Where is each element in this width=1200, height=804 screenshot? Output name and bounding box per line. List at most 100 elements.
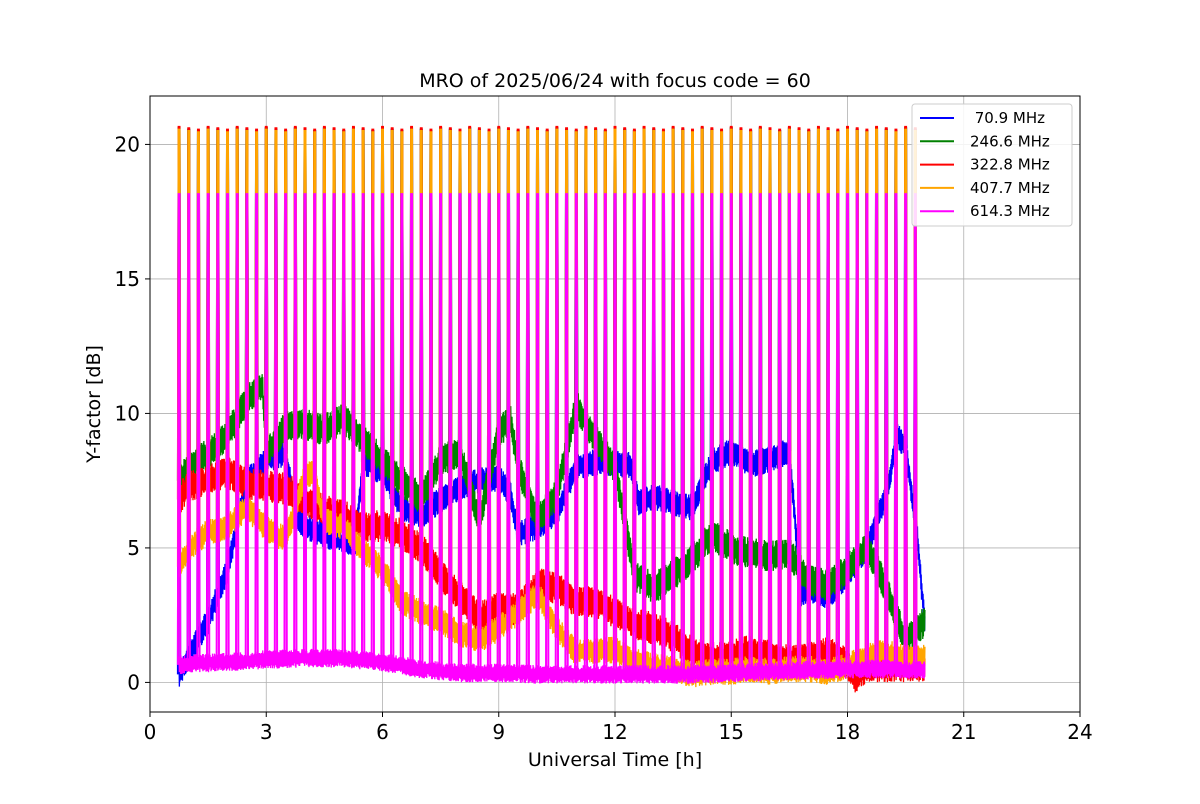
- calibration-spike: [709, 193, 715, 674]
- calibration-spike: [264, 193, 269, 660]
- calibration-spike: [399, 193, 405, 666]
- calibration-spike: [593, 193, 598, 675]
- calibration-spike: [312, 193, 317, 659]
- calibration-spike: [419, 193, 424, 669]
- calibration-spike: [729, 193, 734, 674]
- x-tick-label: 24: [1067, 720, 1092, 744]
- calibration-spike: [700, 193, 705, 675]
- calibration-spike: [641, 193, 647, 675]
- legend-label: 614.3 MHz: [970, 202, 1050, 220]
- calibration-spike: [612, 193, 618, 675]
- series-614-3-mhz: [176, 193, 926, 684]
- calibration-spike: [758, 193, 763, 672]
- y-axis-label: Y-factor [dB]: [83, 345, 105, 464]
- x-tick-label: 3: [260, 720, 273, 744]
- calibration-spike: [603, 193, 608, 675]
- calibration-spike: [680, 193, 685, 675]
- calibration-spike: [457, 193, 463, 674]
- calibration-spike: [331, 193, 337, 659]
- calibration-spike: [554, 193, 560, 675]
- legend-box: [911, 103, 1073, 227]
- calibration-spike: [864, 193, 870, 669]
- x-tick-label: 0: [144, 720, 157, 744]
- calibration-spike: [535, 193, 540, 675]
- calibration-spike: [467, 193, 472, 674]
- calibration-spike: [215, 193, 220, 663]
- y-tick-label: 15: [115, 267, 140, 291]
- legend-label: 70.9 MHz: [970, 109, 1045, 127]
- calibration-spike: [283, 193, 288, 659]
- calibration-spike: [360, 193, 366, 661]
- calibration-spike: [496, 193, 501, 674]
- calibration-spike: [661, 193, 666, 675]
- calibration-spike: [428, 193, 434, 670]
- calibration-spike: [486, 193, 492, 674]
- series-noise-line: [178, 648, 926, 684]
- calibration-spike: [806, 193, 811, 671]
- calibration-spike: [884, 193, 889, 669]
- x-tick-label: 21: [951, 720, 976, 744]
- calibration-spike: [777, 193, 782, 672]
- calibration-spike: [273, 193, 279, 660]
- legend: 70.9 MHz 246.6 MHz 322.8 MHz 407.7 MHz 614.3…: [911, 103, 1073, 227]
- calibration-spike: [564, 193, 569, 675]
- calibration-spike: [225, 193, 230, 663]
- calibration-spike: [176, 193, 182, 665]
- x-tick-label: 6: [376, 720, 389, 744]
- calibration-spike: [787, 193, 792, 671]
- calibration-spike: [293, 193, 298, 659]
- y-tick-label: 5: [127, 536, 140, 560]
- calibration-spike: [477, 193, 482, 674]
- calibration-spike: [244, 193, 250, 661]
- calibration-spike: [583, 193, 589, 675]
- calibration-spike: [748, 193, 753, 673]
- calibration-spike: [651, 193, 656, 675]
- calibration-spike: [816, 193, 821, 670]
- calibration-spike: [632, 193, 637, 675]
- calibration-spike: [574, 193, 579, 675]
- calibration-spike: [409, 193, 414, 668]
- calibration-spike: [855, 193, 860, 669]
- axis-ticks: 0 3 6 9 12 15 18 21 24 0 5 10 15 20: [115, 132, 1093, 744]
- calibration-spike: [380, 193, 385, 663]
- calibration-spike: [835, 193, 840, 670]
- calibration-spike: [903, 193, 908, 670]
- calibration-spike: [893, 193, 899, 670]
- legend-label: 407.7 MHz: [970, 179, 1050, 197]
- x-tick-label: 9: [492, 720, 505, 744]
- calibration-spike: [196, 193, 201, 664]
- chart-title: MRO of 2025/06/24 with focus code = 60: [419, 70, 811, 92]
- x-tick-label: 18: [835, 720, 860, 744]
- calibration-spike: [438, 193, 443, 671]
- calibration-spike: [341, 193, 346, 659]
- calibration-spike: [845, 193, 850, 669]
- calibration-spike: [351, 193, 356, 660]
- y-tick-label: 20: [115, 132, 140, 156]
- y-tick-label: 0: [127, 670, 140, 694]
- calibration-spike: [767, 193, 773, 672]
- y-tick-label: 10: [115, 401, 140, 425]
- calibration-spike: [545, 193, 550, 675]
- calibration-spike: [690, 193, 695, 675]
- calibration-spike: [525, 193, 530, 675]
- calibration-spike: [796, 193, 802, 671]
- calibration-spike: [390, 193, 395, 664]
- calibration-spike: [738, 193, 744, 673]
- calibration-spike: [205, 193, 211, 663]
- x-tick-label: 15: [719, 720, 744, 744]
- calibration-spike: [874, 193, 879, 669]
- calibration-spike: [448, 193, 453, 672]
- calibration-spike: [719, 193, 724, 674]
- calibration-spike: [670, 193, 676, 675]
- legend-label: 246.6 MHz: [970, 132, 1050, 150]
- calibration-spike: [254, 193, 259, 661]
- calibration-spike: [186, 193, 191, 664]
- x-axis-label: Universal Time [h]: [528, 749, 702, 771]
- calibration-spike: [825, 193, 831, 670]
- calibration-spike: [622, 193, 627, 675]
- calibration-spike: [302, 193, 308, 659]
- calibration-spike: [235, 193, 240, 662]
- x-tick-label: 12: [602, 720, 627, 744]
- calibration-spike: [322, 193, 327, 659]
